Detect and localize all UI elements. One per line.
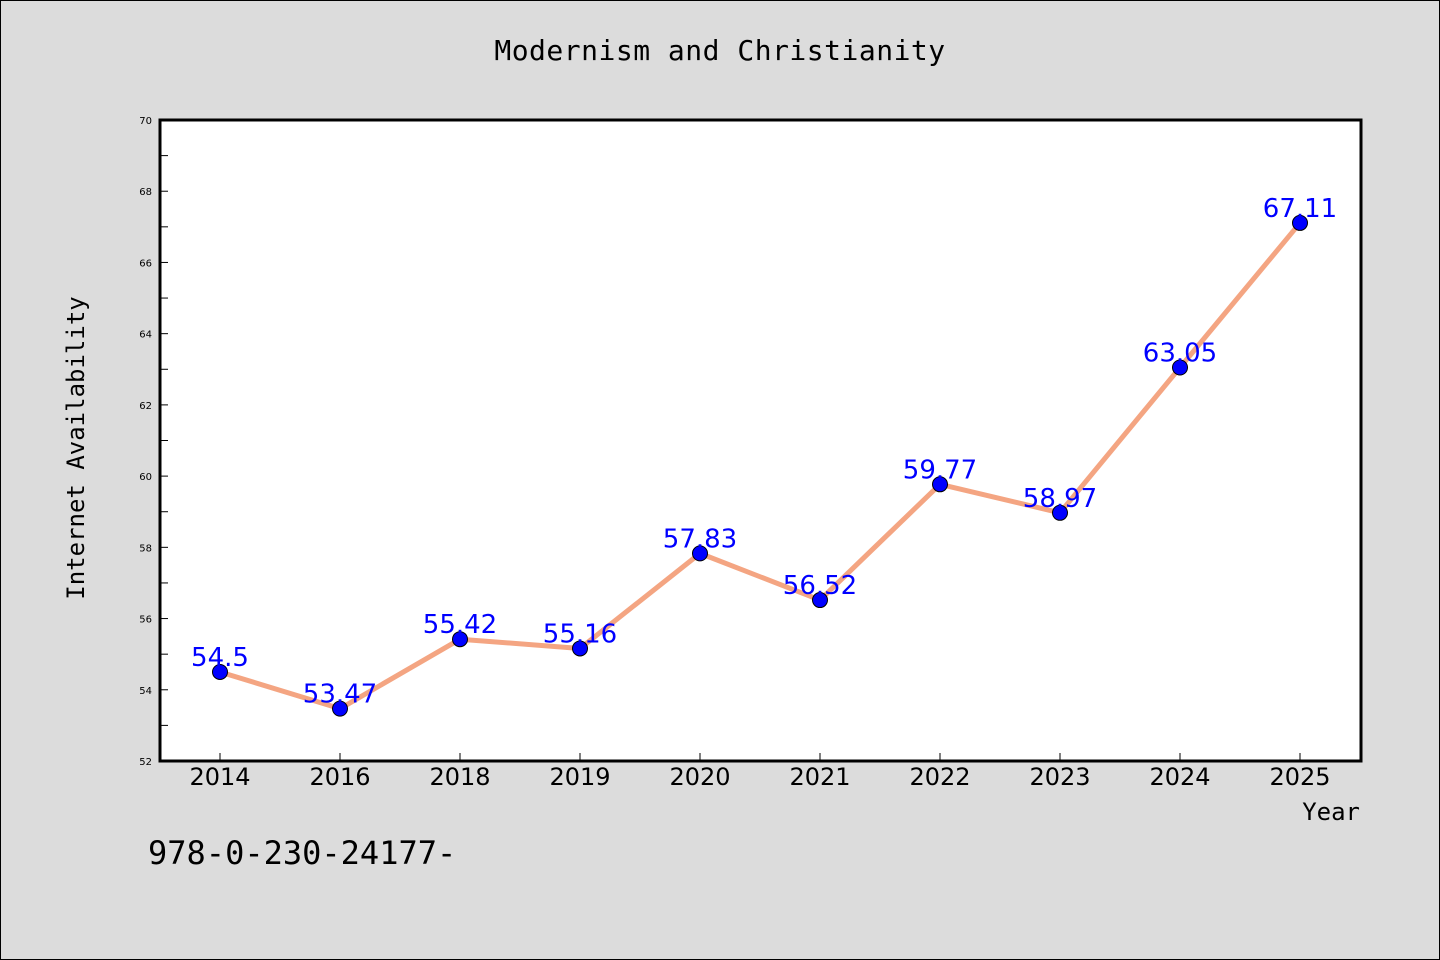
x-tick-label: 2022 [909, 763, 970, 791]
data-label: 58.97 [1023, 484, 1097, 514]
footer-isbn-text: 978-0-230-24177- [148, 834, 457, 872]
y-tick-label: 68 [139, 187, 152, 198]
y-tick-label: 64 [139, 330, 152, 341]
data-point [1052, 504, 1068, 521]
y-tick-label: 62 [139, 401, 152, 412]
data-point [452, 631, 468, 648]
x-tick-label: 2025 [1269, 763, 1330, 791]
x-axis-label: Year [1302, 798, 1360, 826]
chart-title: Modernism and Christianity [494, 34, 946, 67]
plot-frame [158, 118, 1363, 763]
data-point [692, 545, 708, 562]
data-label: 59.77 [903, 455, 977, 485]
y-tick-label: 66 [139, 258, 152, 269]
y-tick-label: 56 [139, 615, 152, 626]
y-tick-label: 52 [139, 757, 152, 768]
y-tick-label: 58 [139, 543, 152, 554]
x-tick-label: 2014 [189, 763, 250, 791]
x-axis: 2014 2016 2018 2019 2020 2021 2022 2023 2024 2025 [189, 753, 1331, 791]
y-tick-label: 54 [139, 686, 152, 697]
x-tick-label: 2023 [1029, 763, 1090, 791]
y-tick-label: 70 [139, 116, 152, 127]
data-point [332, 700, 348, 717]
y-axis-label: Internet Availability [62, 296, 90, 599]
data-label: 53.47 [303, 680, 377, 710]
data-point [1292, 214, 1308, 231]
data-label: 54.5 [191, 643, 249, 673]
data-label: 63.05 [1143, 338, 1217, 368]
x-tick-label: 2016 [309, 763, 370, 791]
data-point [572, 640, 588, 657]
data-label: 67.11 [1263, 194, 1337, 224]
plot-area [158, 118, 1363, 763]
data-label: 55.42 [423, 610, 497, 640]
data-label: 55.16 [543, 619, 617, 649]
series-layer [212, 214, 1308, 717]
data-point [212, 663, 228, 680]
x-tick-label: 2021 [789, 763, 850, 791]
data-point [932, 476, 948, 493]
y-tick-label: 60 [139, 472, 152, 483]
data-point [1172, 359, 1188, 376]
data-label: 57.83 [663, 524, 737, 554]
y-axis: 52 54 56 58 60 62 64 66 68 70 [139, 116, 168, 768]
x-tick-label: 2020 [669, 763, 730, 791]
x-tick-label: 2024 [1149, 763, 1210, 791]
x-tick-label: 2019 [549, 763, 610, 791]
data-label-layer: 54.5 53.47 55.42 55.16 57.83 56.52 59.77 58.97 6… [191, 194, 1337, 710]
x-tick-label: 2018 [429, 763, 490, 791]
series-line [219, 221, 1302, 712]
data-point [812, 592, 828, 609]
data-label: 56.52 [783, 571, 857, 601]
